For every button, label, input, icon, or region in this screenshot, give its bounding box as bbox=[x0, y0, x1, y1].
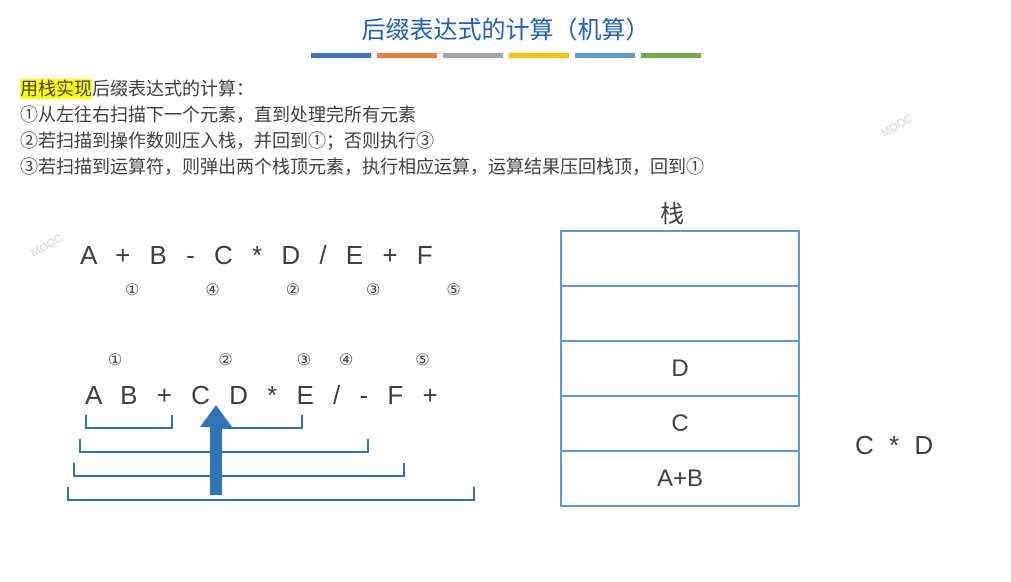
arrow-shaft bbox=[210, 419, 222, 495]
postfix-label-4: ④ bbox=[339, 350, 353, 370]
postfix-expression: A B + C D * E / - F + bbox=[85, 380, 444, 411]
bracket-4 bbox=[73, 463, 405, 477]
infix-operator-labels: ① ④ ② ③ ⑤ bbox=[125, 280, 461, 300]
stack-cell-0 bbox=[562, 230, 798, 285]
bracket-1 bbox=[85, 415, 173, 429]
stack-diagram: D C A+B bbox=[560, 230, 800, 507]
infix-label-3: ② bbox=[286, 280, 300, 300]
bracket-5 bbox=[67, 487, 475, 501]
step-1: ①从左往右扫描下一个元素，直到处理完所有元素 bbox=[20, 105, 416, 125]
underline-seg-3 bbox=[443, 53, 503, 58]
stack-cell-4: A+B bbox=[562, 450, 798, 505]
step-2: ②若扫描到操作数则压入栈，并回到①；否则执行③ bbox=[20, 131, 434, 151]
underline-seg-2 bbox=[377, 53, 437, 58]
infix-label-5: ⑤ bbox=[446, 280, 460, 300]
infix-label-2: ④ bbox=[205, 280, 219, 300]
algorithm-description: 用栈实现后缀表达式的计算： ①从左往右扫描下一个元素，直到处理完所有元素 ②若扫… bbox=[0, 58, 1011, 180]
postfix-label-2: ② bbox=[218, 350, 232, 370]
highlight-text: 用栈实现 bbox=[20, 79, 92, 99]
page-title: 后缀表达式的计算（机算） bbox=[0, 0, 1011, 45]
infix-label-4: ③ bbox=[366, 280, 380, 300]
stack-cell-1 bbox=[562, 285, 798, 340]
postfix-label-1: ① bbox=[108, 350, 122, 370]
underline-seg-5 bbox=[575, 53, 635, 58]
postfix-label-3: ③ bbox=[297, 350, 311, 370]
current-operation: C * D bbox=[855, 430, 937, 461]
postfix-label-5: ⑤ bbox=[415, 350, 429, 370]
diagram-area: A + B - C * D / E + F ① ④ ② ③ ⑤ ① ② ③ ④ … bbox=[0, 180, 1011, 560]
stack-label: 栈 bbox=[660, 194, 684, 229]
underline-seg-4 bbox=[509, 53, 569, 58]
infix-label-1: ① bbox=[125, 280, 139, 300]
intro-rest: 后缀表达式的计算： bbox=[92, 79, 254, 99]
infix-expression: A + B - C * D / E + F bbox=[80, 240, 439, 271]
step-3: ③若扫描到运算符，则弹出两个栈顶元素，执行相应运算，运算结果压回栈顶，回到① bbox=[20, 157, 704, 177]
postfix-operator-labels: ① ② ③ ④ ⑤ bbox=[108, 350, 430, 370]
underline-seg-1 bbox=[311, 53, 371, 58]
stack-cell-2: D bbox=[562, 340, 798, 395]
stack-cell-3: C bbox=[562, 395, 798, 450]
scan-pointer-arrow-icon bbox=[200, 405, 230, 495]
underline-seg-6 bbox=[641, 53, 701, 58]
